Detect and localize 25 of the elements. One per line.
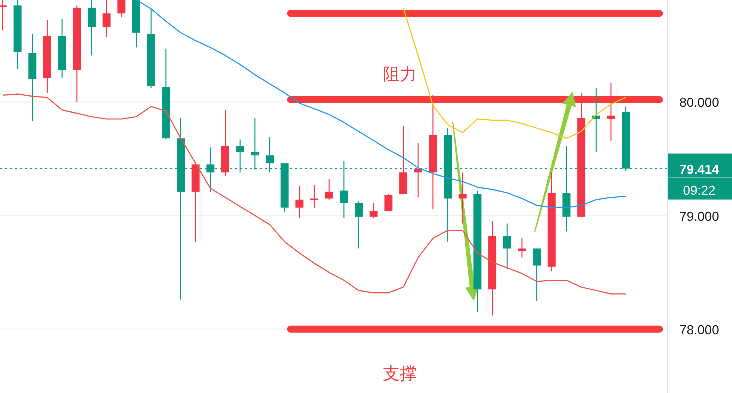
- candlestick: [102, 0, 111, 38]
- line-series: [2, 94, 627, 295]
- candlestick: [518, 238, 526, 258]
- candlestick: [384, 194, 393, 212]
- candlestick: [325, 178, 334, 200]
- candlestick: [370, 202, 378, 219]
- candlestick: [118, 0, 126, 18]
- y-tick-label: 80.000: [680, 95, 720, 110]
- candlestick: [0, 0, 7, 32]
- y-tick-label: 78.000: [680, 322, 720, 338]
- y-tick-label: 79.000: [680, 208, 720, 224]
- candlestick: [533, 248, 542, 302]
- line-series: [402, 7, 627, 140]
- candlestick: [355, 200, 364, 250]
- candlestick: [414, 142, 422, 198]
- candlestick: [310, 184, 319, 208]
- candlestick: [296, 186, 304, 219]
- text: 09:22: [683, 182, 716, 198]
- candlestick: [400, 126, 408, 195]
- ref-line-label: 阻力: [383, 64, 418, 84]
- candlestick: [503, 223, 512, 270]
- candlestick: [88, 0, 96, 56]
- ref-line-label: 支撑: [383, 364, 418, 384]
- candlestick: [458, 172, 467, 224]
- ref-line-label: 79.414: [680, 162, 720, 177]
